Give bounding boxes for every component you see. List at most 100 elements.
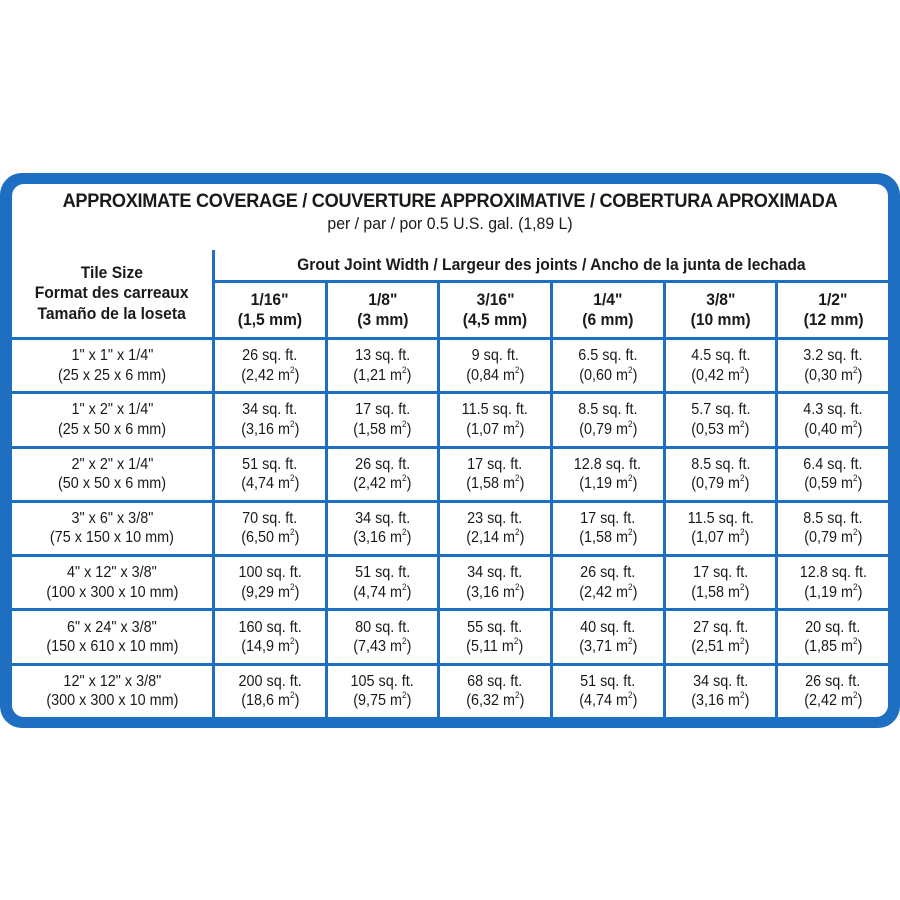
square-superscript: 2 [514,418,520,429]
tile-size-cell: 12" x 12" x 3/8" (300 x 300 x 10 mm) [12,665,212,717]
coverage-metric-value: (18,6 m [240,692,290,710]
coverage-sqft: 80 sq. ft. [354,618,411,636]
coverage-value-cell: 4.3 sq. ft. (0,40 m2) [778,394,888,446]
coverage-metric-close: ) [857,583,863,601]
coverage-metric-close: ) [857,529,863,547]
column-header: 3/16" (4,5 mm) [440,283,550,337]
column-header: 3/8" (10 mm) [665,283,776,337]
coverage-metric-value: (0,84 m [466,366,515,384]
column-header-mm: (10 mm) [690,310,751,329]
coverage-value-cell: 26 sq. ft. (2,42 m2) [215,340,325,392]
coverage-metric-close: ) [632,366,637,384]
tile-size-inches: 1" x 1" x 1/4" [71,347,153,365]
coverage-sqft: 26 sq. ft. [242,347,298,365]
coverage-metric-close: ) [294,583,299,601]
tile-size-inches: 3" x 6" x 3/8" [71,509,153,527]
square-superscript: 2 [852,418,858,429]
coverage-metric-close: ) [406,692,412,710]
square-superscript: 2 [514,473,520,484]
coverage-metric-close: ) [632,692,637,710]
coverage-metric-close: ) [294,366,299,384]
coverage-metric-value: (1,58 m [691,583,741,601]
coverage-metric-close: ) [519,420,525,438]
coverage-metric: (0,53 m2) [691,418,750,440]
tile-size-inches: 2" x 2" x 1/4" [71,455,153,473]
coverage-metric-value: (1,21 m [353,366,403,384]
coverage-metric: (6,32 m2) [466,690,524,711]
coverage-metric-value: (1,07 m [691,529,741,547]
tile-size-mm: (100 x 300 x 10 mm) [45,583,179,601]
tile-size-mm: (150 x 610 x 10 mm) [45,638,179,656]
coverage-value-cell: 4.5 sq. ft. (0,42 m2) [665,340,776,392]
tile-size-header-es: Tamaño de la loseta [37,303,187,323]
square-superscript: 2 [402,690,407,701]
coverage-sqft: 34 sq. ft. [242,401,298,419]
coverage-sqft: 8.5 sq. ft. [803,509,863,527]
square-superscript: 2 [402,636,407,647]
coverage-metric-close: ) [294,638,299,656]
square-superscript: 2 [627,527,633,538]
coverage-metric-close: ) [518,638,524,656]
coverage-value-cell: 17 sq. ft. (1,58 m2) [665,557,776,609]
tile-size-cell: 6" x 24" x 3/8" (150 x 610 x 10 mm) [12,611,212,663]
coverage-metric: (0,30 m2) [804,365,862,386]
coverage-metric: (7,43 m2) [353,636,411,657]
coverage-sqft: 12.8 sq. ft. [799,564,867,582]
coverage-metric: (3,71 m2) [579,636,637,657]
square-superscript: 2 [852,636,858,647]
column-header: 1/16" (1,5 mm) [215,283,325,337]
coverage-sqft: 17 sq. ft. [580,509,636,527]
coverage-metric-value: (2,42 m [804,692,853,710]
coverage-value-cell: 68 sq. ft. (6,32 m2) [440,665,550,717]
coverage-metric-value: (0,59 m [804,475,853,493]
coverage-metric-close: ) [406,529,412,547]
square-superscript: 2 [740,690,745,701]
coverage-metric: (0,59 m2) [804,473,862,494]
square-superscript: 2 [289,364,295,375]
square-superscript: 2 [852,473,858,484]
square-superscript: 2 [740,364,745,375]
coverage-metric: (1,19 m2) [804,582,863,603]
coverage-metric: (1,58 m2) [466,473,525,494]
coverage-sqft: 34 sq. ft. [354,509,411,527]
coverage-metric-value: (0,79 m [691,475,741,493]
coverage-metric-close: ) [519,475,525,493]
coverage-metric-close: ) [744,583,750,601]
tile-size-header-en: Tile Size [80,263,144,283]
square-superscript: 2 [627,636,633,647]
square-superscript: 2 [740,418,745,429]
coverage-metric-close: ) [632,583,637,601]
coverage-sqft: 105 sq. ft. [350,672,415,690]
coverage-metric-value: (1,07 m [466,420,515,438]
coverage-sqft: 6.4 sq. ft. [803,455,863,473]
coverage-sqft: 34 sq. ft. [467,564,523,582]
coverage-sqft: 20 sq. ft. [805,618,861,636]
coverage-value-cell: 13 sq. ft. (1,21 m2) [327,340,438,392]
coverage-metric-value: (1,58 m [578,529,628,547]
coverage-metric-value: (4,74 m [240,475,290,493]
coverage-value-cell: 34 sq. ft. (3,16 m2) [665,665,776,717]
coverage-value-cell: 80 sq. ft. (7,43 m2) [327,611,438,663]
coverage-sqft: 26 sq. ft. [354,455,411,473]
square-superscript: 2 [289,636,295,647]
coverage-value-cell: 51 sq. ft. (4,74 m2) [327,557,438,609]
coverage-value-cell: 8.5 sq. ft. (0,79 m2) [665,448,776,500]
coverage-sqft: 26 sq. ft. [580,564,636,582]
coverage-value-cell: 34 sq. ft. (3,16 m2) [215,394,325,446]
tile-size-cell: 4" x 12" x 3/8" (100 x 300 x 10 mm) [12,557,212,609]
coverage-metric-close: ) [744,529,750,547]
coverage-metric-close: ) [519,366,525,384]
coverage-value-cell: 11.5 sq. ft. (1,07 m2) [440,394,550,446]
coverage-sqft: 3.2 sq. ft. [803,347,863,365]
coverage-metric-close: ) [744,420,750,438]
coverage-metric: (3,16 m2) [466,582,524,603]
coverage-metric-value: (4,74 m [578,692,628,710]
grout-joint-header: Grout Joint Width / Largeur des joints /… [215,250,888,280]
coverage-metric: (14,9 m2) [241,636,299,657]
square-superscript: 2 [627,690,633,701]
coverage-metric-close: ) [406,420,412,438]
tile-size-cell: 2" x 2" x 1/4" (50 x 50 x 6 mm) [12,448,212,500]
coverage-metric: (18,6 m2) [240,690,299,711]
coverage-metric-value: (2,42 m [578,583,628,601]
square-superscript: 2 [514,636,519,647]
